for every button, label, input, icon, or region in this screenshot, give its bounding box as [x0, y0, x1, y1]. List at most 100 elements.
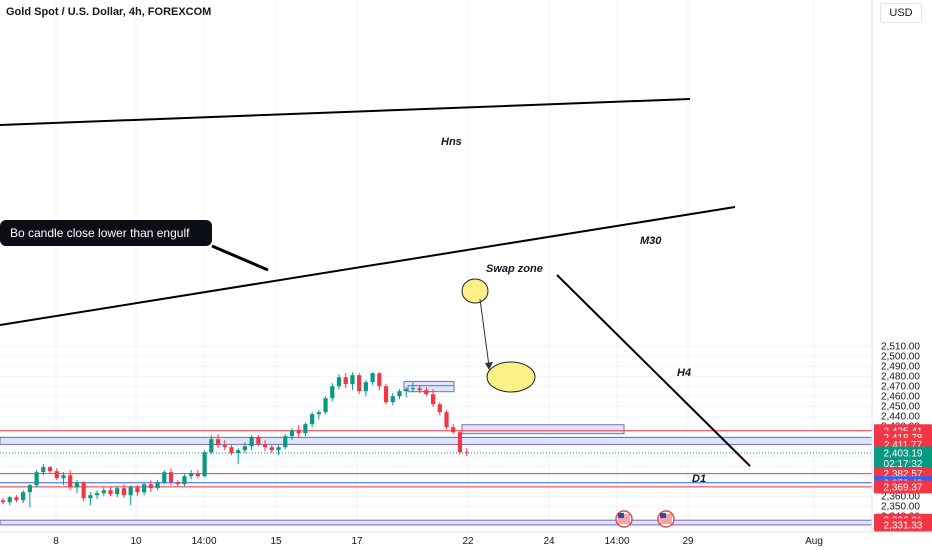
price-tag-label: 2,369.37: [884, 482, 923, 493]
flag-canton: [660, 513, 666, 518]
candle-body: [34, 472, 39, 486]
d1-label: D1: [692, 473, 706, 485]
x-tick-label: 22: [462, 536, 474, 547]
candle-body: [249, 437, 254, 447]
candle-body: [343, 377, 348, 385]
x-tick-label: 8: [53, 536, 59, 547]
candle-body: [242, 446, 248, 451]
x-tick-label: 29: [682, 536, 694, 547]
y-tick-label: 2,440.00: [881, 412, 920, 423]
candle-body: [182, 476, 187, 485]
x-tick-label: 15: [270, 536, 282, 547]
swap-zone-label: Swap zone: [486, 263, 543, 275]
currency-button[interactable]: USD: [880, 3, 922, 23]
candle-body: [316, 412, 321, 415]
candle-body: [41, 467, 46, 473]
candle-body: [74, 482, 80, 488]
annotations-layer: Hns M30 Swap zone H4 D1: [441, 136, 706, 485]
countdown-label: 02:17:32: [884, 459, 923, 470]
candle-body: [229, 447, 234, 454]
x-tick-label: 17: [351, 536, 363, 547]
candle-body: [363, 382, 368, 392]
y-tick-label: 2,490.00: [881, 362, 920, 373]
price-tag: [874, 518, 932, 532]
candle-body: [88, 495, 93, 499]
price-tag-label: 2,331.33: [884, 520, 923, 531]
candle-body: [202, 452, 207, 477]
us-flag-icon: [657, 510, 675, 528]
candle-body: [336, 377, 342, 387]
candle-body: [296, 430, 301, 434]
time-axis[interactable]: 8 10 14:00 15 17 22 24 14:00 29 Aug: [0, 531, 932, 550]
candle-body: [195, 473, 200, 477]
candle-body: [330, 386, 335, 399]
candle-body: [404, 389, 409, 392]
candle-body: [222, 445, 227, 448]
candle-body: [175, 482, 180, 485]
candle-body: [357, 375, 362, 392]
candle-body: [269, 447, 274, 451]
candle-body: [256, 437, 261, 445]
candle-body: [377, 373, 382, 387]
flag-canton: [618, 513, 624, 518]
target-arrow-head: [485, 362, 493, 370]
drawings-layer: [0, 98, 751, 528]
candle-body: [390, 396, 395, 403]
candle-body: [236, 450, 241, 454]
symbol-title[interactable]: Gold Spot / U.S. Dollar, 4h, FOREXCOM: [6, 6, 212, 18]
candle-body: [128, 487, 133, 496]
candle-body: [310, 414, 315, 425]
candle-body: [121, 488, 127, 496]
candle-body: [209, 439, 214, 453]
candle-body: [54, 471, 59, 479]
m30-zone-box: [461, 424, 625, 435]
candle-body: [142, 484, 147, 493]
d1-zone-box: [0, 519, 873, 526]
candle-body: [27, 485, 32, 493]
y-tick-label: 2,500.00: [881, 352, 920, 363]
price-tags-layer: 2,425.412,418.782,411.772,403.1902:17:32…: [874, 424, 932, 532]
candle-body: [155, 482, 160, 489]
x-tick-label: Aug: [805, 536, 823, 547]
candle-body: [168, 472, 174, 483]
m30-label: M30: [640, 235, 662, 247]
candle-body: [437, 404, 442, 413]
candle-body: [350, 375, 355, 385]
callout-pointer: [211, 244, 269, 272]
price-tag-label: 2,411.77: [884, 440, 923, 451]
grid-lines: [0, 0, 872, 537]
candle-body: [135, 487, 140, 493]
candle-body: [14, 497, 19, 501]
candle-body: [283, 436, 288, 448]
target-arrow-line: [479, 298, 490, 367]
hns-zone-box-2: [407, 385, 455, 393]
candle-body: [148, 484, 153, 489]
trendline-lower: [0, 206, 736, 326]
candle-body: [0, 500, 6, 503]
candle-body: [7, 497, 12, 503]
candle-body: [323, 398, 328, 413]
hns-label: Hns: [441, 136, 462, 148]
price-tag: [874, 480, 932, 494]
candle-body: [94, 493, 100, 496]
candle-body: [276, 447, 281, 451]
y-tick-label: 2,350.00: [881, 502, 920, 513]
candle-body: [21, 492, 26, 501]
candle-body: [189, 473, 194, 477]
swap-zone-box: [0, 436, 873, 445]
callout-label: Bo candle close lower than engulf: [0, 220, 212, 246]
candle-body: [417, 388, 422, 391]
h4-label: H4: [677, 367, 691, 379]
x-tick-label: 24: [543, 536, 555, 547]
y-tick-label: 2,480.00: [881, 372, 920, 383]
candle-body: [383, 386, 389, 403]
highlight-circle-entry: [461, 278, 489, 304]
price-tag: [874, 446, 932, 471]
candles-layer: [0, 372, 469, 508]
levels-layer: [0, 430, 872, 488]
candle-body: [424, 390, 429, 395]
x-tick-label: 14:00: [191, 536, 216, 547]
candle-body: [430, 394, 436, 405]
y-tick-label: 2,470.00: [881, 382, 920, 393]
